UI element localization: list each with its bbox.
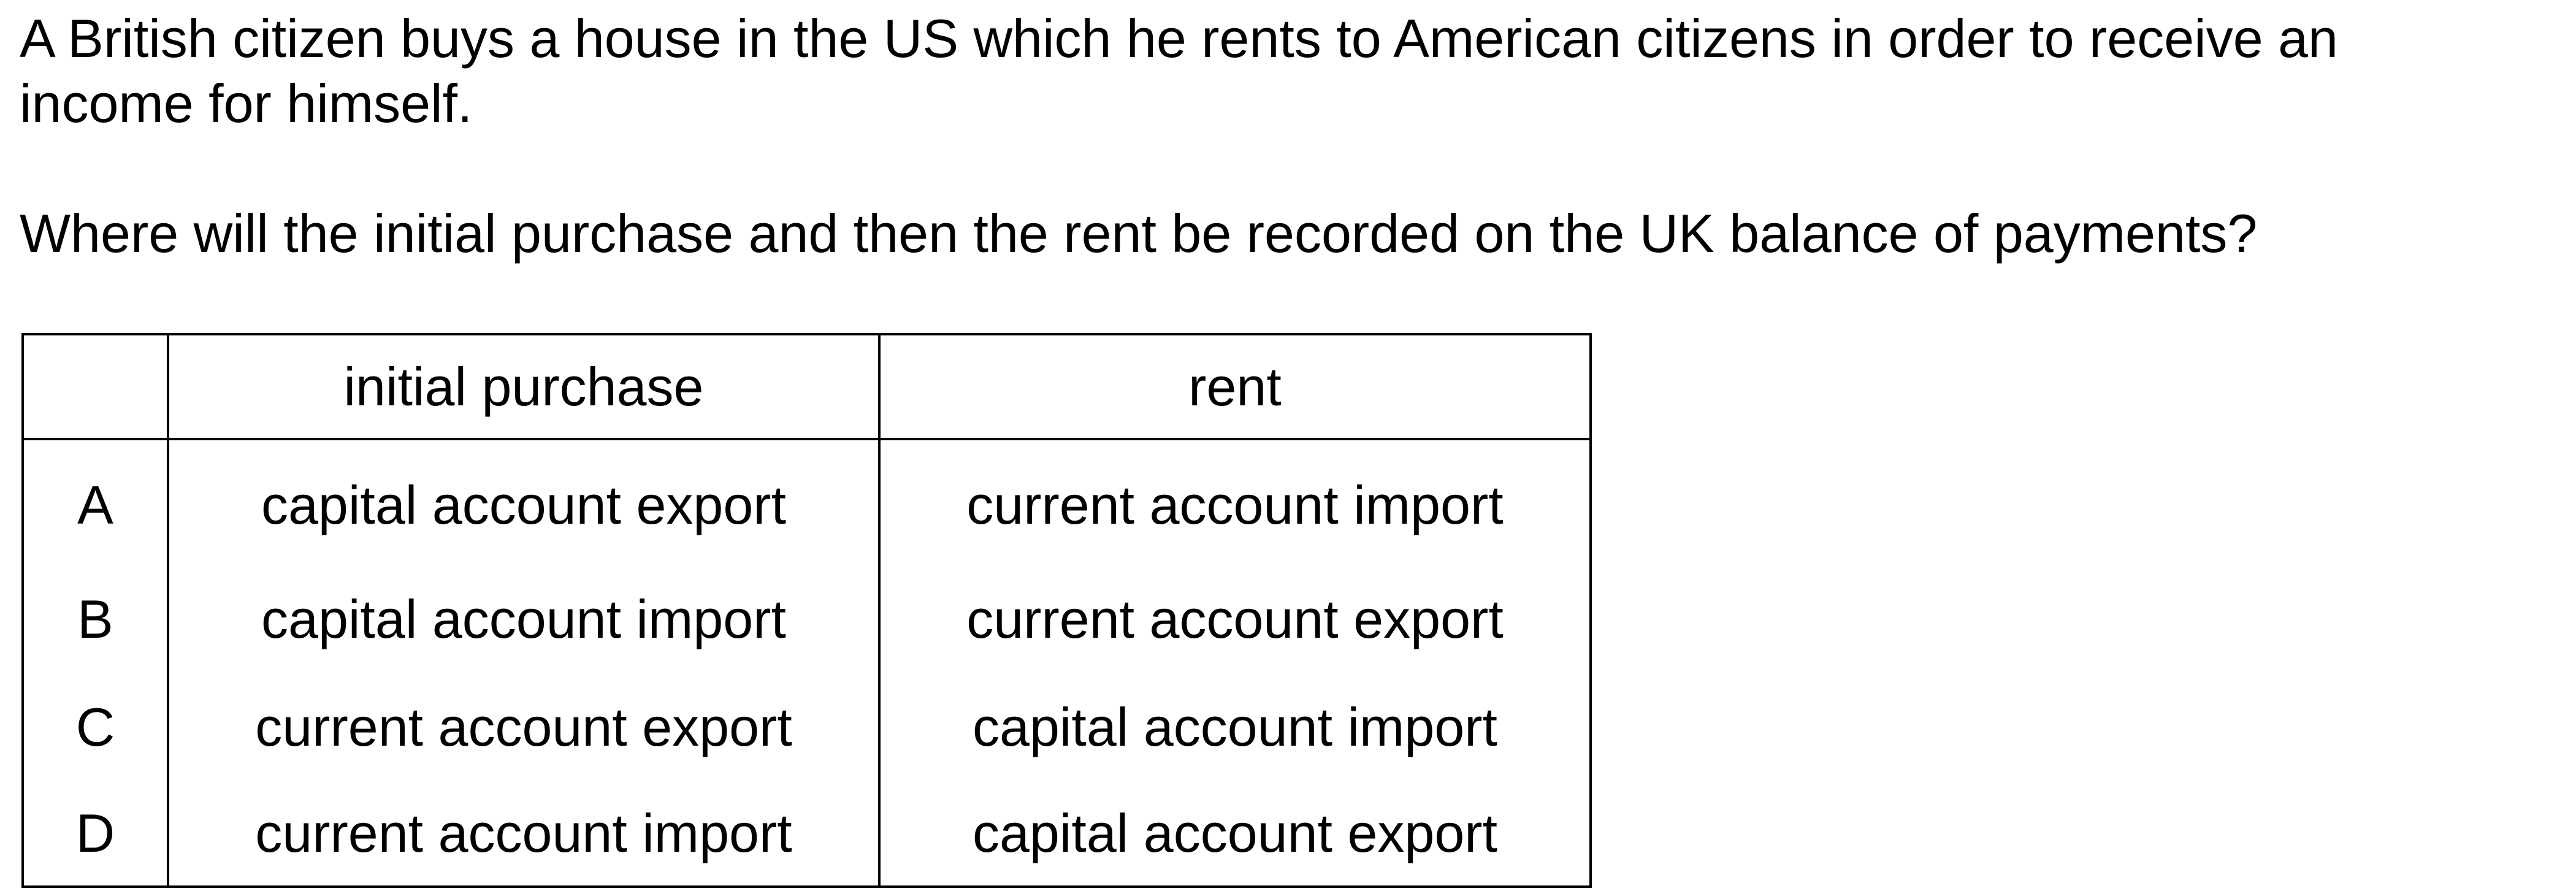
answer-options-table: initial purchase rent A capital account … <box>21 333 1592 888</box>
header-rent: rent <box>878 333 1592 440</box>
header-letter-cell <box>21 333 169 440</box>
question-prompt: Where will the initial purchase and then… <box>20 203 2258 264</box>
option-letter-b: B <box>21 565 169 673</box>
option-a-initial-purchase: capital account export <box>167 439 881 565</box>
option-d-initial-purchase: current account import <box>167 781 881 888</box>
option-letter-a: A <box>21 439 169 565</box>
option-a-rent: current account import <box>878 439 1592 565</box>
option-letter-d: D <box>21 781 169 888</box>
table-header-row: initial purchase rent <box>21 333 1592 440</box>
table-row: D current account import capital account… <box>21 781 1592 888</box>
question-stem-line-1: A British citizen buys a house in the US… <box>20 8 2338 69</box>
question-stem-line-2: income for himself. <box>20 73 473 134</box>
table-row: A capital account export current account… <box>21 439 1592 565</box>
option-c-rent: capital account import <box>878 673 1592 781</box>
question-stem: A British citizen buys a house in the US… <box>20 6 2534 136</box>
option-letter-c: C <box>21 673 169 781</box>
option-b-initial-purchase: capital account import <box>167 565 881 673</box>
option-b-rent: current account export <box>878 565 1592 673</box>
table-row: C current account export capital account… <box>21 673 1592 781</box>
table-row: B capital account import current account… <box>21 565 1592 673</box>
option-c-initial-purchase: current account export <box>167 673 881 781</box>
option-d-rent: capital account export <box>878 781 1592 888</box>
header-initial-purchase: initial purchase <box>167 333 881 440</box>
